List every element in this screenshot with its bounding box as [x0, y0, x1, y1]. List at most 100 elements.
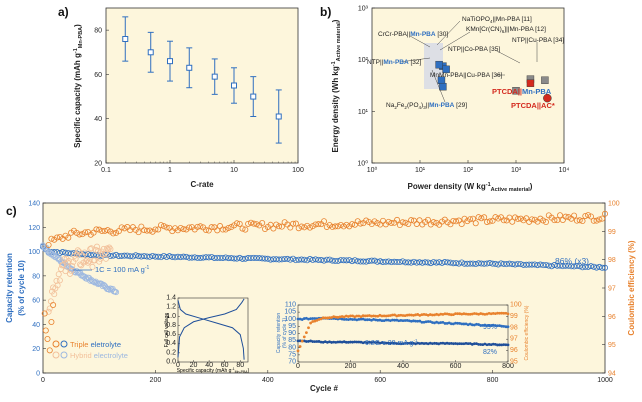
panel-c-triple-retention-point	[528, 261, 535, 268]
panel-b-label-kmncr: KMn[Cr(CN)6]||Mn-PBA [12]	[466, 26, 546, 34]
inset-cycling-ce-point	[458, 312, 462, 316]
inset-voltage-ytick-label: 0.0	[166, 359, 176, 366]
inset-cycling-lower-point	[447, 342, 451, 345]
inset-cycling-upper-point	[347, 318, 350, 321]
panel-c-triple-retention-point	[138, 253, 145, 260]
inset-cycling-upper-point	[447, 321, 451, 325]
inset-cycling-ce-point	[380, 314, 384, 318]
inset-cycling-ce-point	[473, 312, 476, 315]
inset-cycling-ce-point	[424, 313, 428, 317]
panel-a-label: a)	[58, 5, 69, 19]
panel-c-triple-ce-point	[54, 234, 61, 241]
panel-c-triple-ce-point	[385, 218, 392, 225]
inset-cycling-lower-point	[485, 343, 489, 347]
panel-c-triple-ce-point	[472, 220, 479, 227]
panel-c-triple-ce-point	[512, 214, 519, 221]
panel-c-triple-ce-point	[202, 226, 209, 233]
panel-c-triple-retention-point	[573, 262, 580, 269]
inset-cycling-lower-point	[309, 339, 312, 343]
panel-c-triple-retention-point	[315, 256, 322, 263]
inset-cycling-ce-point	[336, 315, 340, 319]
inset-cycling-ce-point	[374, 314, 378, 318]
panel-c-triple-retention-point	[205, 254, 212, 261]
inset-cycling-lower-point	[441, 341, 445, 345]
inset-cycling-lower-point	[449, 341, 453, 345]
inset-cycling-upper-point	[401, 319, 405, 322]
inset-cycling-upper-point	[470, 323, 474, 327]
panel-c-triple-retention-point	[444, 259, 451, 266]
inset-cycling-upper-point	[351, 318, 354, 321]
panel-c-hybrid-ce-point	[55, 271, 62, 278]
panel-c-triple-ce-point	[242, 226, 249, 233]
inset-cycling-ce-point	[407, 313, 411, 317]
panel-c-triple-retention-point	[424, 259, 431, 266]
panel-c-triple-ce-point	[509, 218, 516, 225]
panel-c-hybrid-ce-point	[65, 257, 72, 264]
panel-b-label-ntp-copba: NTP||Co-PBA [35]	[448, 46, 500, 53]
panel-c-triple-retention-point	[326, 256, 333, 263]
panel-c-ytick-right-label: 98	[608, 257, 616, 264]
inset-cycling-lower-point	[477, 342, 480, 346]
inset-cycling-lower-label: 82%	[483, 349, 497, 356]
panel-c-hybrid-ce-point	[75, 248, 82, 255]
panel-c-triple-ce-point	[453, 218, 460, 225]
inset-cycling-lower-point	[458, 342, 462, 345]
inset-cycling-upper-point	[355, 318, 359, 322]
panel-c-triple-ce-point	[96, 226, 103, 233]
panel-c-triple-retention-point	[231, 255, 238, 262]
panel-b-label-ptcda-mnpba: PTCDA||Mn-PBA	[492, 87, 552, 96]
panel-c-triple-ce-point	[115, 228, 122, 235]
panel-c-triple-retention-point	[402, 259, 409, 266]
inset-cycling-upper-point	[380, 319, 384, 322]
inset-cycling-lower-point	[338, 340, 342, 344]
inset-cycling-ce-point	[323, 316, 327, 320]
inset-cycling-ce-point	[340, 315, 344, 318]
inset-cycling-lower-point	[336, 340, 340, 344]
panel-c-triple-retention-point	[259, 255, 266, 262]
inset-cycling-ce-point	[462, 312, 466, 316]
inset-cycling-ce-point	[317, 318, 321, 321]
panel-c-triple-ce-point	[250, 220, 257, 227]
inset-cycling-lower-point	[344, 340, 348, 344]
panel-c-triple-retention-point	[360, 258, 367, 265]
panel-c-initial-ce-point	[41, 310, 48, 317]
panel-c-triple-retention-point	[129, 253, 136, 260]
inset-cycling-upper-point	[418, 319, 422, 323]
panel-b-ytick-label: 10¹	[358, 109, 369, 116]
panel-c-triple-ce-point	[236, 220, 243, 227]
inset-voltage-xtick-label: 60	[221, 362, 229, 369]
legend-triple-ret-marker	[60, 340, 68, 348]
inset-cycling-ytick-left-label: 80	[288, 344, 296, 351]
panel-c-triple-retention-point	[318, 257, 325, 264]
panel-c-triple-ce-point	[562, 213, 569, 220]
panel-c-triple-ce-point	[312, 221, 319, 228]
panel-a-point	[275, 113, 282, 120]
inset-voltage-ytick-label: 1.0	[166, 313, 176, 320]
inset-cycling-lower-point	[342, 340, 346, 344]
panel-c-triple-ce-point	[245, 220, 252, 227]
panel-c-triple-ce-point	[349, 221, 356, 228]
inset-cycling-ce-point	[378, 313, 382, 317]
panel-c-triple-retention-point	[337, 257, 344, 264]
panel-c-triple-retention-point	[59, 249, 66, 256]
inset-cycling-lower-point	[437, 342, 441, 346]
inset-cycling-ce-point	[456, 312, 459, 316]
inset-cycling-ce-point	[344, 314, 348, 318]
panel-c-triple-retention-point	[385, 258, 392, 265]
inset-cycling-lower-point	[302, 339, 306, 343]
panel-c-triple-ce-point	[214, 227, 221, 234]
panel-c-triple-retention-point	[464, 260, 471, 267]
inset-cycling-lower-point	[298, 339, 302, 343]
inset-cycling-lower-point	[487, 343, 491, 346]
panel-c-triple-retention-point	[180, 253, 187, 260]
inset-cycling-ce-point	[470, 312, 474, 316]
inset-cycling-ce-point	[491, 311, 495, 315]
inset-cycling-lower-point	[328, 340, 331, 344]
panel-c-ylabel-left-1: Capacity retention	[5, 253, 14, 323]
panel-c-triple-ce-point	[45, 241, 52, 248]
inset-cycling-lower-point	[407, 341, 411, 345]
panel-c-triple-retention-point	[551, 262, 558, 269]
panel-c-triple-ce-point	[287, 224, 294, 231]
inset-cycling-upper-point	[437, 321, 441, 325]
